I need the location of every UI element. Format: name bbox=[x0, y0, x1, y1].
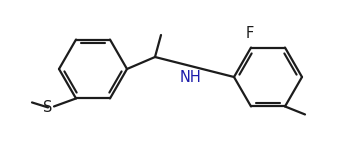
Text: S: S bbox=[43, 100, 53, 115]
Text: F: F bbox=[246, 26, 254, 41]
Text: NH: NH bbox=[180, 70, 201, 86]
